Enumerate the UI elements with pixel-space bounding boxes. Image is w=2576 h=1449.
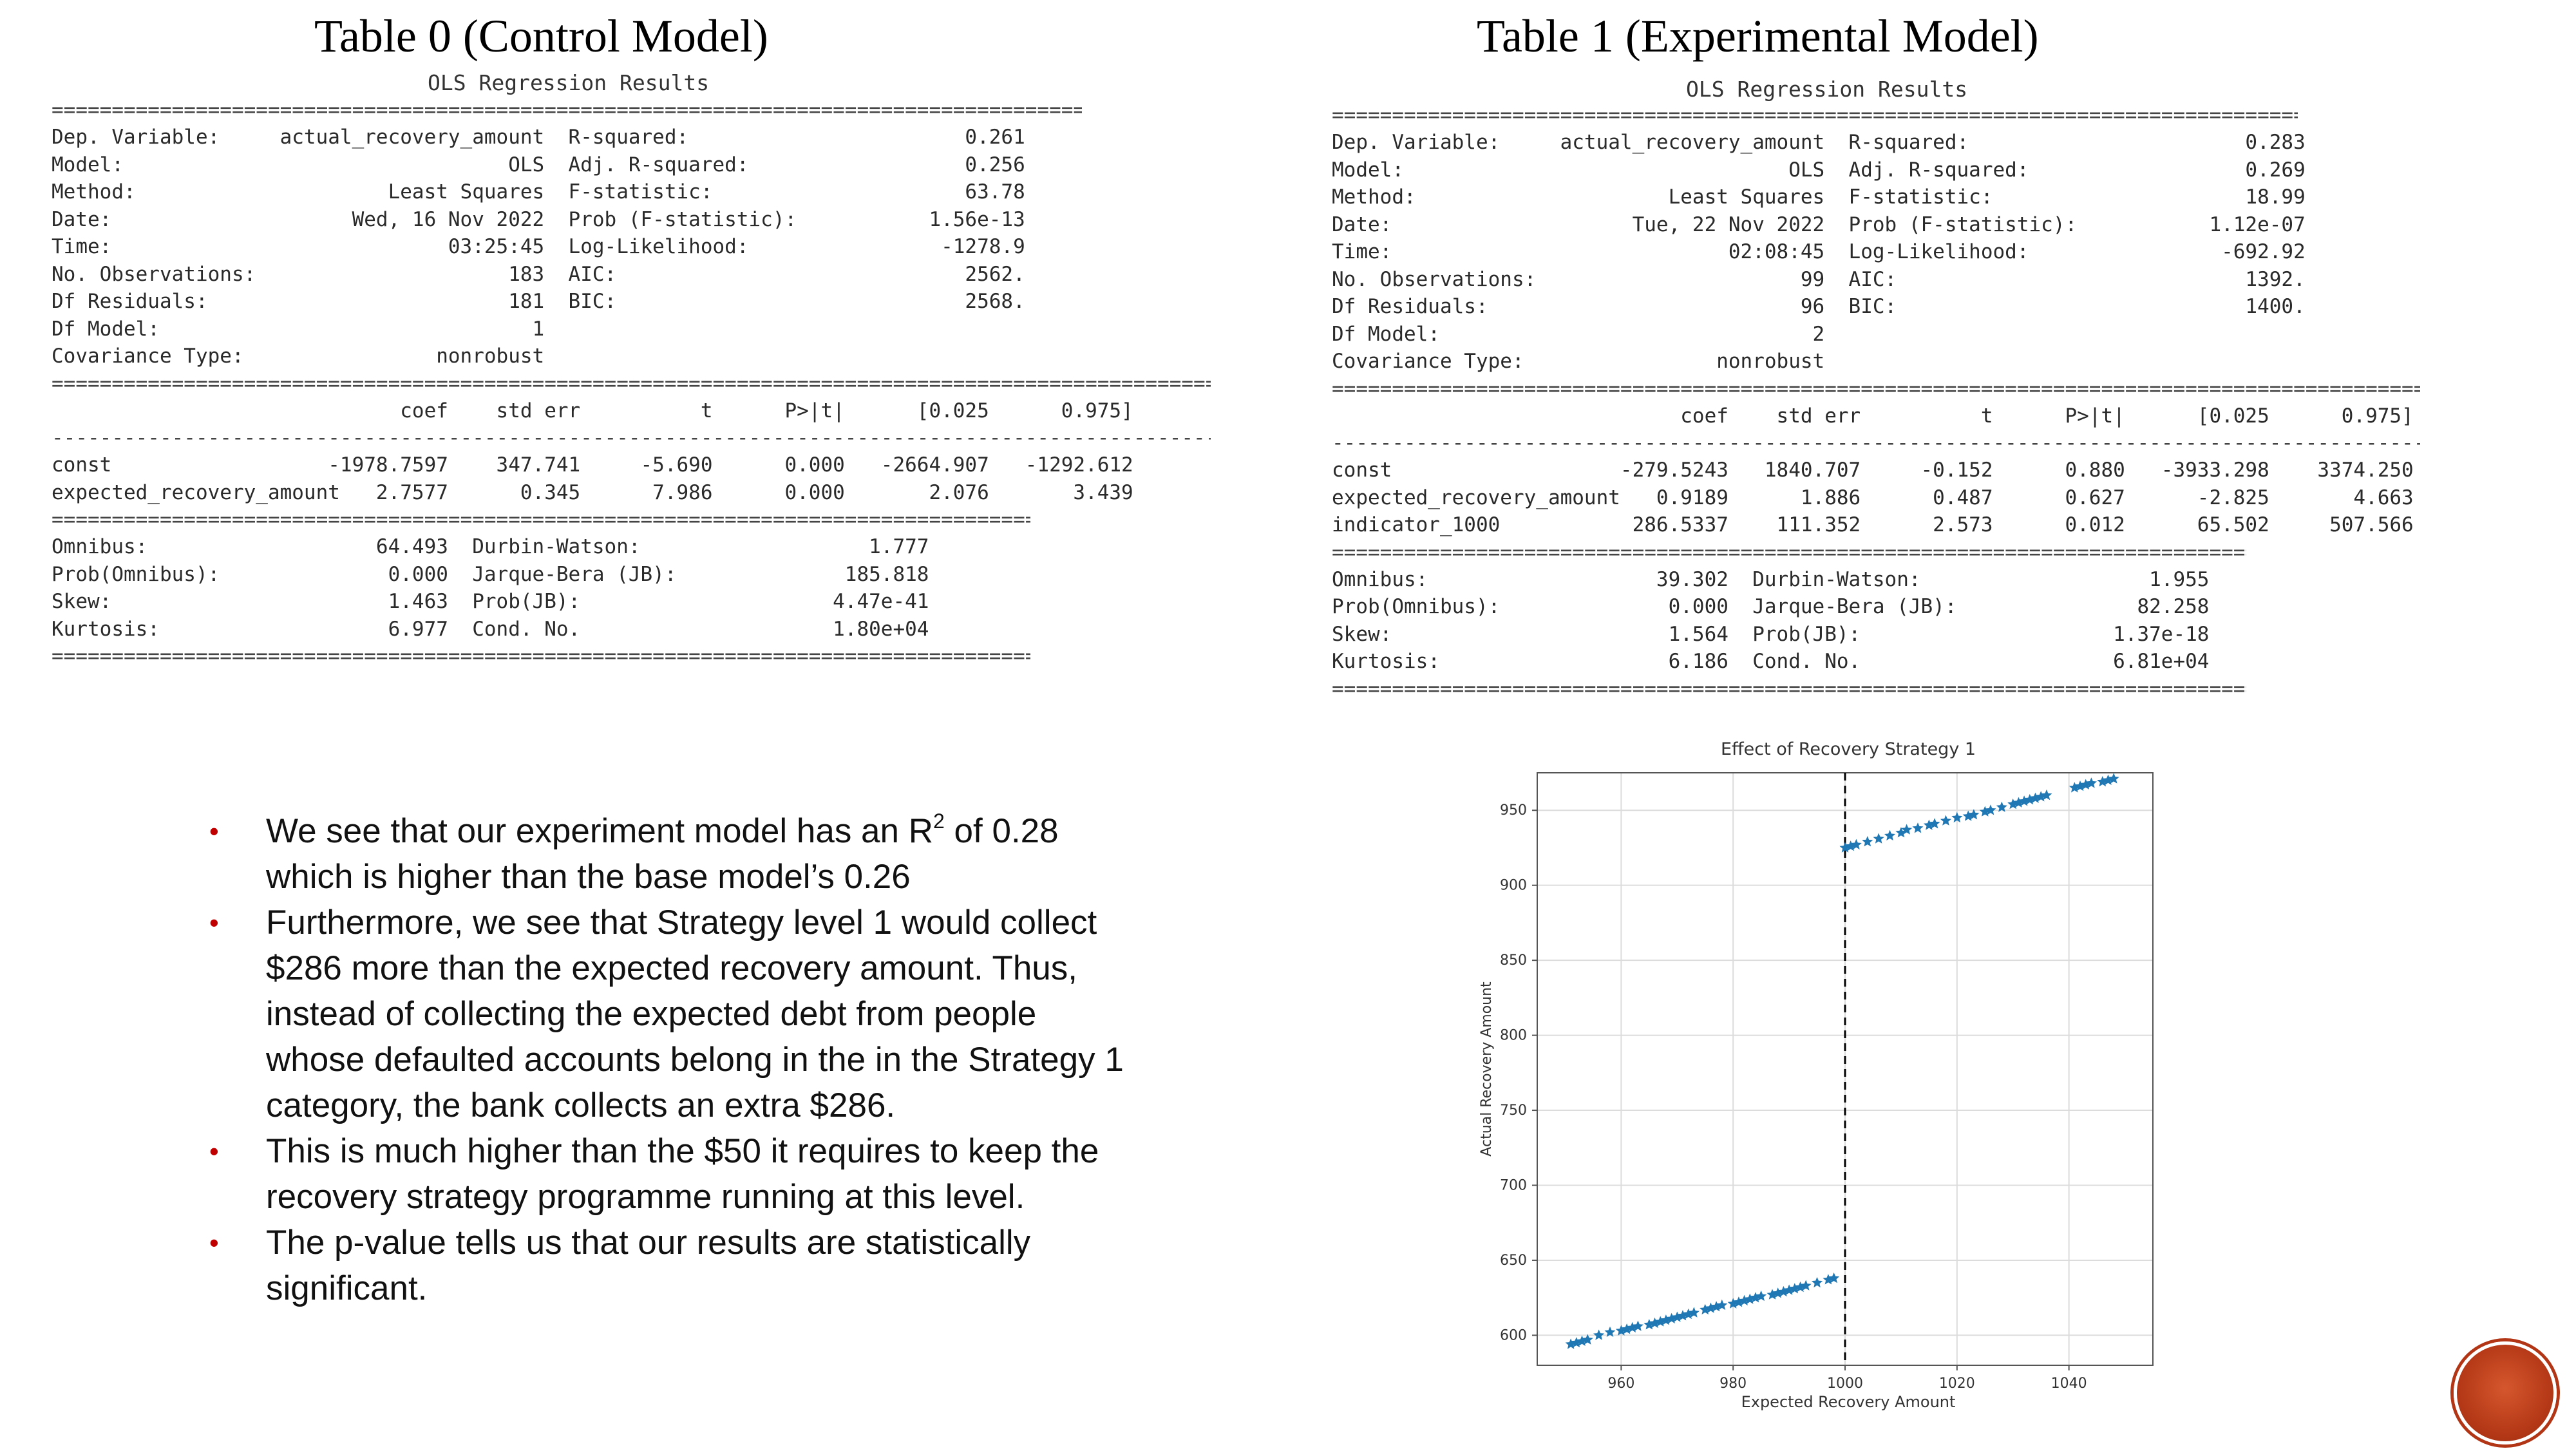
table0-diagnostics: Omnibus: 64.493 Durbin-Watson: 1.777 Pro…	[52, 535, 929, 641]
chart-points	[1565, 773, 2119, 1349]
data-point	[1873, 833, 1884, 844]
table0-rule-coef: ========================================…	[52, 372, 1211, 395]
x-tick-label: 980	[1719, 1376, 1747, 1392]
table1-rule-dash: ----------------------------------------…	[1332, 431, 2420, 455]
bullet-r-squared: • We see that our experiment model has an…	[209, 810, 1059, 896]
bullet-dot-icon: •	[209, 1227, 219, 1258]
bullet-strategy-level: • Furthermore, we see that Strategy level…	[209, 900, 1129, 1128]
table0-regression: ========================================…	[52, 97, 1211, 670]
data-point	[1716, 1299, 1728, 1311]
data-point	[2029, 792, 2041, 803]
data-point	[2108, 773, 2119, 784]
y-tick-label: 650	[1500, 1253, 1527, 1269]
x-tick-label: 960	[1607, 1376, 1634, 1392]
chart-x-axis-label: Expected Recovery Amount	[1741, 1393, 1956, 1411]
table0-rule-dash: ----------------------------------------…	[52, 426, 1211, 450]
data-point	[1828, 1272, 1840, 1283]
data-point	[1845, 840, 1857, 851]
data-point	[1968, 809, 1980, 820]
data-point	[1800, 1280, 1812, 1291]
data-point	[1660, 1314, 1672, 1325]
data-point	[1593, 1329, 1605, 1340]
y-tick-label: 950	[1500, 802, 1527, 819]
table0-coef-rows: const -1978.7597 347.741 -5.690 0.000 -2…	[52, 453, 1133, 504]
data-point	[2085, 777, 2097, 788]
data-point	[1850, 838, 1862, 850]
chart-title: Effect of Recovery Strategy 1	[1721, 739, 1976, 759]
findings-list: • We see that our experiment model has an…	[209, 808, 1129, 1311]
table1-rule-diag: ========================================…	[1332, 540, 2246, 564]
table1-diagnostics: Omnibus: 39.302 Durbin-Watson: 1.955 Pro…	[1332, 567, 2210, 674]
chart-grid	[1537, 773, 2153, 1365]
table1-heading: Table 1 (Experimental Model)	[1477, 10, 2039, 62]
table1-regression: ========================================…	[1332, 102, 2427, 703]
data-point	[1895, 827, 1907, 838]
data-point	[1688, 1307, 1700, 1318]
y-tick-label: 750	[1500, 1103, 1527, 1119]
logo-badge	[2454, 1341, 2557, 1444]
data-point	[1862, 836, 1873, 847]
y-tick-label: 600	[1500, 1327, 1527, 1343]
bullet-dot-icon: •	[209, 816, 219, 846]
data-point	[1901, 824, 1913, 835]
table1-rule-top: ========================================…	[1332, 104, 2298, 127]
data-point	[1884, 829, 1896, 841]
bullet-dot-icon: •	[209, 907, 219, 938]
data-point	[1912, 822, 1924, 833]
data-point	[1929, 818, 1940, 829]
table0-summary: Dep. Variable: actual_recovery_amount R-…	[52, 126, 1025, 368]
y-tick-label: 850	[1500, 952, 1527, 969]
table1-ols-title: OLS Regression Results	[1686, 77, 1968, 102]
data-point	[1951, 811, 1963, 823]
data-point	[1582, 1334, 1593, 1345]
y-tick-label: 800	[1500, 1028, 1527, 1044]
data-point	[1985, 804, 1996, 815]
table1-coef-header: coef std err t P>|t| [0.025 0.975]	[1332, 404, 2414, 428]
bullet-program-cost: • This is much higher than the $50 it req…	[209, 1128, 1129, 1220]
bullet-p-value: • The p-value tells us that our results a…	[209, 1220, 1129, 1311]
bullet-dot-icon: •	[209, 1136, 219, 1166]
table0-coef-header: coef std err t P>|t| [0.025 0.975]	[52, 399, 1133, 422]
data-point	[1604, 1326, 1616, 1337]
table1-coef-rows: const -279.5243 1840.707 -0.152 0.880 -3…	[1332, 459, 2414, 536]
table0-rule-bottom: ========================================…	[52, 645, 1030, 668]
data-point	[1783, 1284, 1795, 1295]
y-tick-label: 700	[1500, 1178, 1527, 1194]
data-point	[1756, 1290, 1767, 1302]
table1-summary: Dep. Variable: actual_recovery_amount R-…	[1332, 131, 2306, 373]
table1-rule-bottom: ========================================…	[1332, 677, 2246, 701]
data-point	[1996, 801, 2007, 812]
data-point	[1812, 1276, 1823, 1288]
recovery-strategy-scatter-chart: Effect of Recovery Strategy 1 960 980 1000…	[1479, 739, 2154, 1411]
table0-ols-title: OLS Regression Results	[428, 70, 710, 95]
table0-rule-top: ========================================…	[52, 99, 1082, 122]
x-tick-label: 1020	[1939, 1376, 1975, 1392]
table1-rule-coef: ========================================…	[1332, 377, 2420, 401]
chart-ticks: 960 980 1000 1020 1040 600 650 700 750 800 850 900 9…	[1500, 802, 2087, 1392]
x-tick-label: 1040	[2051, 1376, 2087, 1392]
table0-heading: Table 0 (Control Model)	[314, 10, 768, 62]
data-point	[1940, 815, 1951, 826]
y-tick-label: 900	[1500, 878, 1527, 894]
table0-rule-diag: ========================================…	[52, 508, 1030, 531]
chart-y-axis-label: Actual Recovery Amount	[1479, 981, 1495, 1157]
data-point	[1632, 1320, 1643, 1331]
x-tick-label: 1000	[1827, 1376, 1863, 1392]
data-point	[2041, 789, 2052, 800]
